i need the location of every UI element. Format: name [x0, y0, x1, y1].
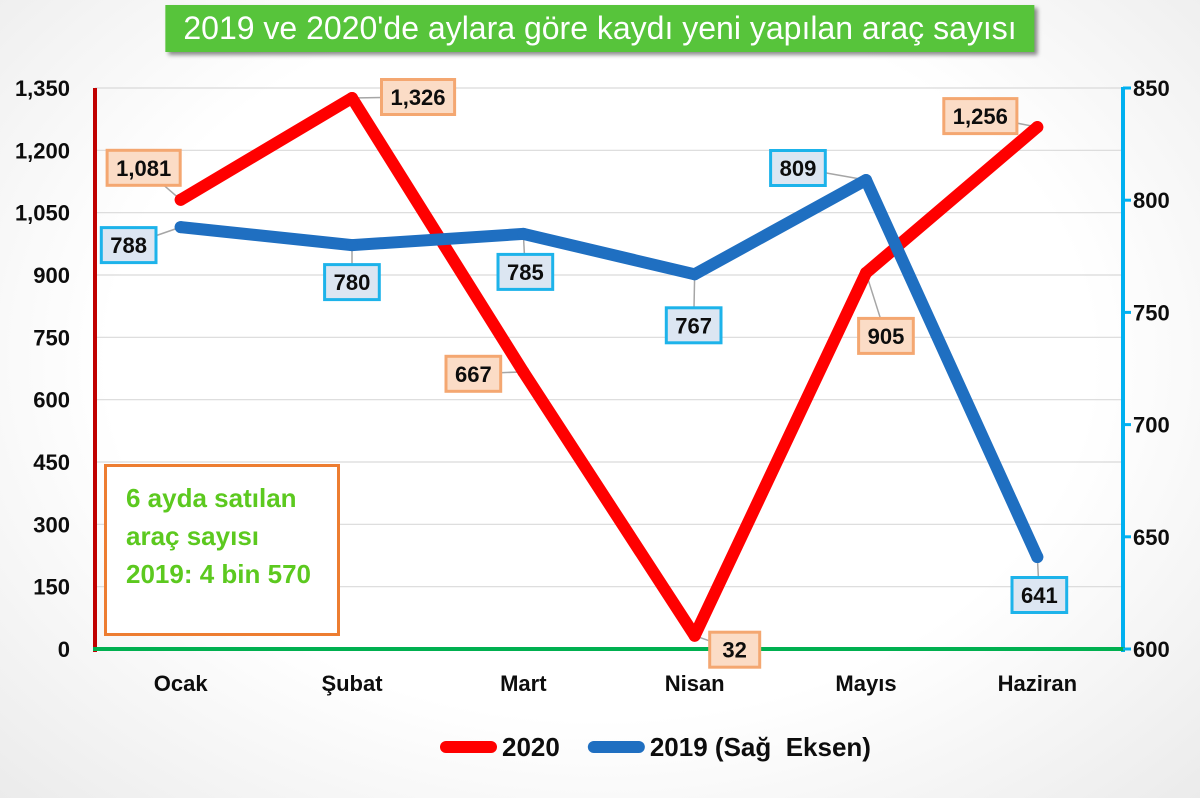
- summary-note-box: 6 ayda satılan araç sayısı 2019: 4 bin 5…: [104, 464, 340, 636]
- data-label: 809: [769, 149, 827, 187]
- data-label: 641: [1010, 576, 1069, 614]
- data-point-2020: [517, 365, 530, 378]
- x-tick-label: Ocak: [154, 671, 209, 696]
- data-label-box: [708, 630, 762, 669]
- data-label-box: [380, 78, 457, 116]
- data-point-2019: [860, 174, 872, 187]
- y-right-tick-label: 650: [1133, 525, 1170, 550]
- data-label-text: 780: [334, 270, 371, 295]
- x-tick-label: Mart: [500, 671, 547, 696]
- data-label-box: [496, 252, 555, 291]
- data-point-2020: [346, 91, 358, 104]
- y-left-tick-label: 300: [33, 512, 70, 537]
- data-point-2019: [688, 268, 701, 281]
- data-point-2019: [517, 227, 530, 240]
- data-label-text: 641: [1021, 583, 1058, 608]
- legend-label: 2019 (Sağ Eksen): [650, 732, 871, 762]
- summary-note-line: 6 ayda satılan: [126, 483, 297, 513]
- data-label-box: [857, 316, 915, 355]
- y-left-tick-label: 150: [33, 575, 70, 600]
- data-label-box: [444, 354, 503, 393]
- data-label: 1,081: [105, 148, 182, 187]
- data-label-box: [769, 149, 827, 187]
- data-point-2020: [174, 193, 187, 206]
- data-label-text: 1,256: [953, 104, 1008, 129]
- data-label: 785: [496, 252, 555, 291]
- data-label: 780: [323, 263, 381, 302]
- data-point-2020: [860, 266, 872, 279]
- chart-title: 2019 ve 2020'de aylara göre kaydı yeni y…: [183, 10, 1017, 46]
- data-label-text: 788: [110, 233, 147, 258]
- data-label: 788: [99, 226, 158, 265]
- y-right-tick-label: 600: [1133, 637, 1170, 662]
- y-left-tick-label: 1,200: [15, 138, 70, 163]
- x-tick-labels: Ocak Şubat Mart Nisan Mayıs Haziran: [154, 671, 1077, 696]
- data-label-text: 785: [507, 260, 544, 285]
- summary-note-line: araç sayısı: [126, 521, 260, 551]
- data-label-box: [1010, 576, 1069, 614]
- y-left-tick-label: 750: [33, 325, 70, 350]
- x-tick-label: Nisan: [665, 671, 725, 696]
- y-left-tick-labels: 0 150 300 450 600 750 900 1,050 1,200 1,350: [15, 76, 70, 662]
- data-label-box: [99, 226, 158, 265]
- data-label-text: 767: [675, 313, 712, 338]
- y-left-tick-label: 900: [33, 263, 70, 288]
- data-label-text: 1,081: [116, 156, 171, 181]
- y-left-tick-label: 0: [58, 637, 70, 662]
- data-label-box: [105, 148, 182, 187]
- x-tick-label: Mayıs: [835, 671, 896, 696]
- data-label-text: 1,326: [390, 85, 445, 110]
- data-label-text: 32: [722, 638, 746, 663]
- series-lines: [174, 91, 1044, 642]
- data-point-2019: [1031, 550, 1044, 563]
- data-label: 767: [664, 306, 723, 345]
- data-label-text: 905: [868, 324, 905, 349]
- chart-title-banner: 2019 ve 2020'de aylara göre kaydı yeni y…: [165, 5, 1035, 52]
- legend-item: 2020: [440, 732, 560, 762]
- data-point-2019: [346, 239, 358, 252]
- data-label: 667: [444, 354, 503, 393]
- data-label: 905: [857, 316, 915, 355]
- data-label-text: 809: [780, 156, 817, 181]
- data-label: 1,256: [942, 97, 1019, 136]
- data-label-box: [323, 263, 381, 302]
- summary-note-line: 2019: 4 bin 570: [126, 559, 311, 589]
- y-left-tick-label: 1,050: [15, 201, 70, 226]
- data-point-2020: [688, 629, 701, 642]
- data-point-2019: [174, 221, 187, 234]
- legend-label: 2020: [502, 732, 560, 762]
- legend-item: 2019 (Sağ Eksen): [587, 732, 871, 762]
- axes: [93, 86, 1131, 652]
- data-label-box: [664, 306, 723, 345]
- y-right-tick-label: 800: [1133, 188, 1170, 213]
- data-label-box: [942, 97, 1019, 136]
- y-right-tick-label: 750: [1133, 300, 1170, 325]
- data-point-2020: [1031, 121, 1044, 134]
- series-line-2019: [174, 174, 1044, 563]
- y-right-tick-label: 700: [1133, 413, 1170, 438]
- data-label: 1,326: [380, 78, 457, 116]
- y-left-tick-label: 600: [33, 388, 70, 413]
- y-left-tick-label: 1,350: [15, 76, 70, 101]
- data-label: 32: [708, 630, 762, 669]
- legend: 2020 2019 (Sağ Eksen): [440, 732, 871, 762]
- x-tick-label: Haziran: [998, 671, 1077, 696]
- y-right-tick-label: 850: [1133, 76, 1170, 101]
- data-label-text: 667: [455, 362, 492, 387]
- data-labels: 1,081 1,326 667 32 905 1,256 788 780 785 767 809 64…: [99, 78, 1069, 669]
- y-left-tick-label: 450: [33, 450, 70, 475]
- y-right-tick-labels: 600 650 700 750 800 850: [1133, 76, 1170, 662]
- x-tick-label: Şubat: [321, 671, 383, 696]
